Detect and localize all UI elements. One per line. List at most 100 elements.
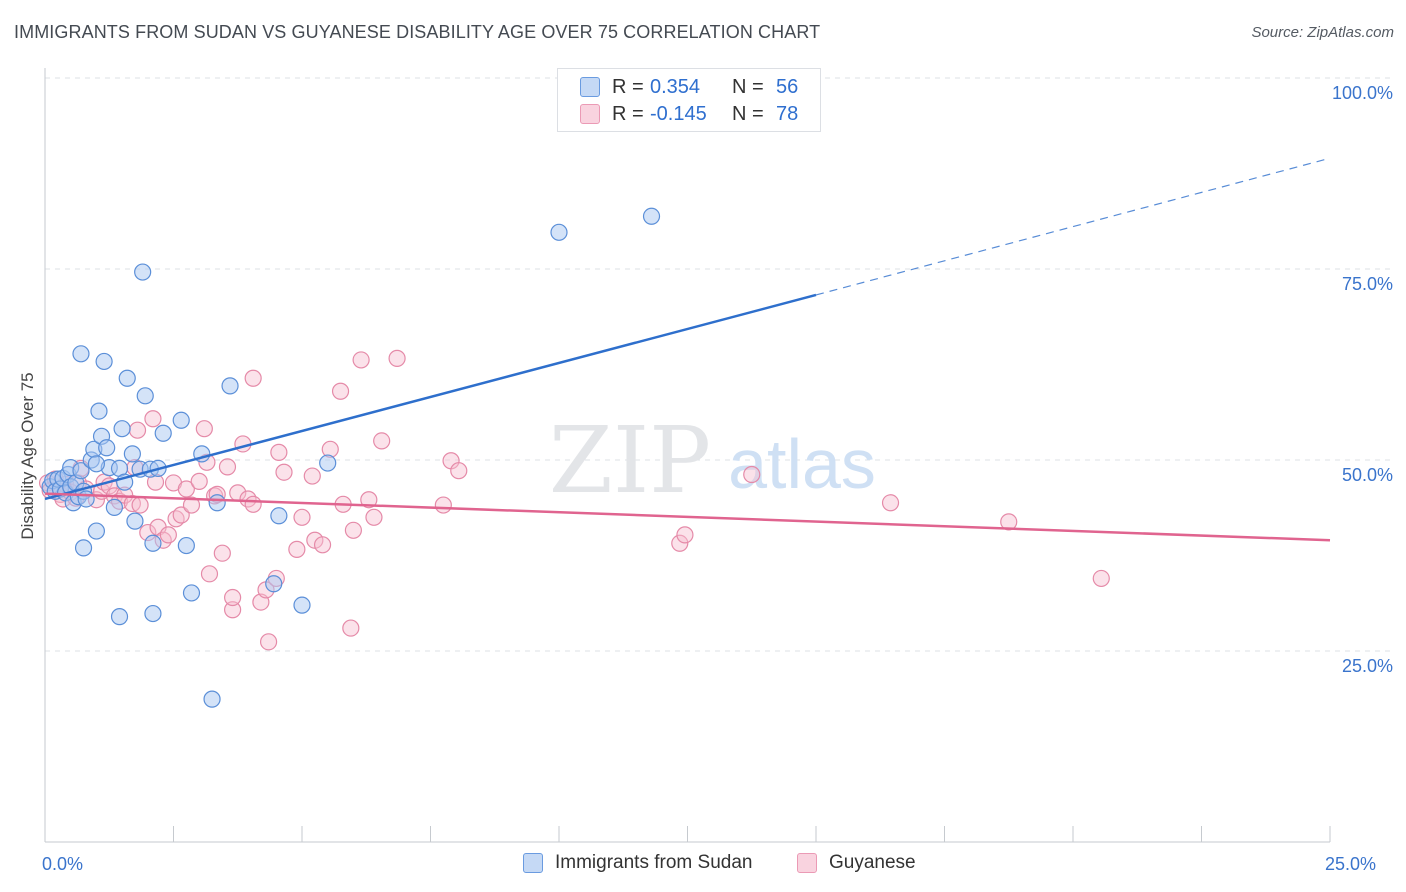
point-guyanese [177, 480, 195, 498]
point-guyanese [344, 521, 362, 539]
trend-line-sudan-extension [815, 157, 1331, 296]
point-guyanese [676, 526, 694, 544]
legend-label-sudan: Immigrants from Sudan [555, 852, 753, 873]
axes [44, 68, 1331, 843]
point-guyanese [388, 349, 406, 367]
point-sudan [126, 512, 144, 530]
point-sudan [123, 445, 141, 463]
point-sudan [77, 490, 95, 508]
point-sudan [270, 507, 288, 525]
trend-lines [44, 157, 1331, 542]
point-sudan [87, 455, 106, 473]
y-tick-label: 100.0% [1332, 83, 1393, 103]
trend-line-guyanese [44, 492, 1331, 542]
point-sudan [118, 369, 136, 387]
point-sudan [87, 522, 106, 540]
legend-row-guyanese: R = -0.145 N = 78 [580, 101, 798, 127]
point-guyanese [224, 588, 242, 607]
point-guyanese [144, 410, 162, 428]
point-sudan [177, 536, 195, 555]
point-sudan [265, 575, 283, 593]
point-guyanese [1092, 569, 1110, 588]
legend-label-guyanese: Guyanese [829, 852, 916, 873]
point-sudan [203, 690, 221, 708]
chart-title: IMMIGRANTS FROM SUDAN VS GUYANESE DISABI… [14, 22, 821, 42]
point-guyanese [275, 463, 293, 481]
point-guyanese [159, 526, 177, 544]
point-guyanese [131, 496, 149, 514]
x-tick-label-min: 0.0% [42, 854, 84, 874]
point-guyanese [195, 420, 213, 438]
point-guyanese [434, 496, 452, 514]
legend-item-guyanese[interactable]: Guyanese [797, 852, 916, 874]
watermark-zip: ZIP [549, 407, 711, 514]
series-legend: Immigrants from Sudan Guyanese [0, 852, 1406, 878]
correlation-legend: R = 0.354 N = 56 R = -0.145 N = 78 [557, 68, 821, 132]
point-guyanese [288, 540, 306, 558]
legend-r-label: R = [612, 102, 644, 125]
point-sudan [74, 539, 93, 557]
point-guyanese [1000, 513, 1018, 531]
legend-n-value: 78 [776, 102, 799, 125]
point-guyanese [331, 382, 350, 400]
point-guyanese [172, 506, 190, 524]
point-sudan [550, 223, 568, 241]
watermark-atlas: atlas [728, 425, 876, 503]
point-sudan [105, 498, 123, 516]
point-guyanese [218, 458, 237, 476]
point-sudan [154, 424, 172, 442]
point-guyanese [373, 432, 391, 450]
point-guyanese [365, 508, 383, 526]
grid-lines [45, 77, 1392, 652]
point-sudan [182, 584, 201, 602]
series-sudan-points [41, 207, 661, 708]
watermark: ZIP atlas [549, 407, 876, 514]
point-sudan [110, 608, 129, 626]
legend-item-sudan[interactable]: Immigrants from Sudan [523, 852, 752, 874]
point-sudan [134, 263, 152, 281]
point-guyanese [360, 491, 378, 509]
point-guyanese [313, 536, 332, 554]
point-sudan [98, 439, 116, 457]
point-guyanese [352, 351, 370, 369]
point-guyanese [213, 544, 231, 562]
legend-swatch-sudan [580, 77, 600, 97]
source-label: Source: ZipAtlas.com [1251, 24, 1394, 41]
legend-r-label: R = [612, 75, 644, 98]
point-sudan [319, 454, 337, 472]
legend-swatch-guyanese [797, 853, 817, 873]
point-guyanese [293, 508, 311, 526]
legend-row-sudan: R = 0.354 N = 56 [580, 74, 798, 100]
point-guyanese [128, 421, 147, 439]
y-tick-label: 25.0% [1342, 656, 1393, 676]
y-tick-labels: 25.0% 50.0% 75.0% 100.0% [1332, 83, 1393, 676]
point-sudan [221, 377, 239, 395]
point-guyanese [244, 495, 262, 513]
series-guyanese-points [38, 349, 1110, 651]
point-guyanese [190, 472, 208, 490]
legend-r-value: 0.354 [650, 75, 701, 98]
point-guyanese [743, 465, 761, 484]
legend-r-value: -0.145 [650, 102, 707, 125]
point-sudan [113, 420, 131, 438]
point-sudan [144, 534, 162, 552]
point-sudan [72, 462, 90, 480]
point-sudan [144, 604, 162, 623]
x-tick-label-max: 25.0% [1325, 854, 1377, 874]
point-sudan [72, 345, 90, 363]
point-guyanese [182, 496, 201, 514]
point-sudan [642, 207, 661, 225]
legend-swatch-guyanese [580, 104, 600, 124]
legend-n-label: N = [732, 102, 764, 125]
point-guyanese [671, 534, 689, 552]
point-guyanese [244, 369, 262, 387]
point-guyanese [881, 494, 900, 512]
point-sudan [90, 402, 108, 420]
legend-swatch-sudan [523, 853, 543, 873]
point-guyanese [450, 462, 468, 480]
point-guyanese [200, 565, 219, 583]
legend-n-label: N = [732, 75, 764, 98]
point-sudan [136, 387, 154, 405]
y-axis-label: Disability Age Over 75 [18, 372, 37, 540]
